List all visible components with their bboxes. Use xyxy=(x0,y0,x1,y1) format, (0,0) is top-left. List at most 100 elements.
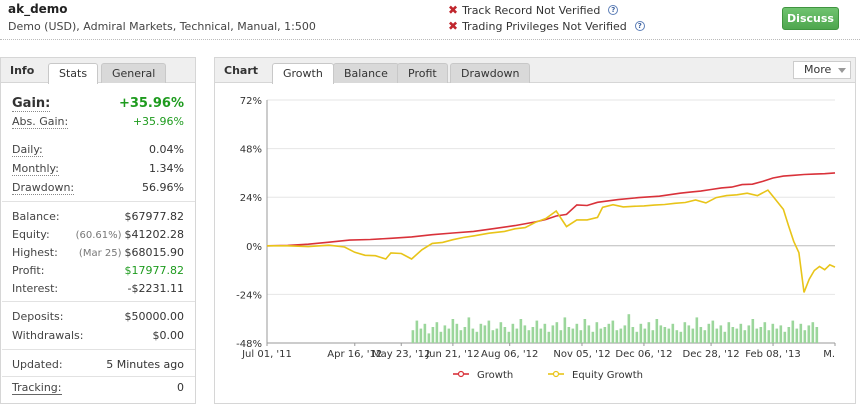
volume-bar xyxy=(571,328,575,343)
volume-bar xyxy=(727,322,731,343)
series-line xyxy=(266,172,836,247)
volume-bar xyxy=(811,322,815,343)
volume-bar xyxy=(527,330,531,343)
volume-bar xyxy=(499,322,503,343)
withdrawals-value: $0.00 xyxy=(152,329,185,342)
volume-bar xyxy=(447,328,451,343)
y-tick-label: 48% xyxy=(240,145,262,156)
volume-bar xyxy=(479,323,483,343)
daily-label[interactable]: Daily: xyxy=(12,143,43,157)
drawdown-row: Drawdown: 56.96% xyxy=(12,181,184,195)
interest-value: -$2231.11 xyxy=(127,282,184,295)
divider xyxy=(2,376,195,377)
volume-bar xyxy=(747,325,751,343)
volume-bar xyxy=(459,330,463,343)
volume-bar xyxy=(583,319,587,343)
volume-bar xyxy=(535,320,539,343)
divider xyxy=(2,301,195,302)
volume-bar xyxy=(563,317,567,343)
y-tick-label: -48% xyxy=(236,339,262,350)
daily-value: 0.04% xyxy=(149,143,184,156)
volume-bar xyxy=(771,323,775,343)
volume-bar xyxy=(635,331,639,343)
volume-bar xyxy=(691,328,695,343)
profit-value: $17977.82 xyxy=(124,264,185,277)
volume-bar xyxy=(731,327,735,343)
x-tick-label: Aug 06, '12 xyxy=(481,349,538,360)
chart-panel-header: Chart Growth Balance Profit Drawdown Mor… xyxy=(215,58,855,84)
volume-bar xyxy=(555,322,559,343)
y-tick-label: -24% xyxy=(236,290,262,301)
monthly-row: Monthly: 1.34% xyxy=(12,162,184,176)
legend-label: Equity Growth xyxy=(572,370,643,381)
volume-bar xyxy=(483,325,487,343)
divider xyxy=(2,201,195,202)
gain-label[interactable]: Gain: xyxy=(12,96,51,112)
x-tick-label: M. xyxy=(823,349,835,360)
tracking-link[interactable]: Tracking: xyxy=(12,381,62,395)
volume-bar xyxy=(707,323,711,343)
volume-bar xyxy=(463,327,467,343)
withdrawals-label: Withdrawals: xyxy=(12,329,84,342)
more-dropdown[interactable]: More xyxy=(793,61,851,79)
tab-growth[interactable]: Growth xyxy=(272,63,334,84)
volume-bar xyxy=(591,331,595,343)
abs-gain-label[interactable]: Abs. Gain: xyxy=(12,115,69,129)
error-x-icon: ✖ xyxy=(448,19,459,33)
more-label: More xyxy=(804,63,832,76)
volume-bar xyxy=(443,325,447,343)
x-tick-label: Dec 06, '12 xyxy=(615,349,672,360)
deposits-value: $50000.00 xyxy=(124,310,185,323)
tab-balance[interactable]: Balance xyxy=(333,63,399,83)
volume-bar xyxy=(655,319,659,343)
volume-bar xyxy=(431,327,435,343)
updated-row: Updated: 5 Minutes ago xyxy=(12,358,184,372)
track-record-text: Track Record Not Verified xyxy=(462,3,601,17)
volume-bar xyxy=(587,325,591,343)
highest-date: (Mar 25) xyxy=(78,248,122,259)
tab-drawdown[interactable]: Drawdown xyxy=(450,63,531,83)
profit-row: Profit: $17977.82 xyxy=(12,264,184,278)
gain-row: Gain: +35.96% xyxy=(12,96,184,112)
volume-bar xyxy=(795,328,799,343)
monthly-label[interactable]: Monthly: xyxy=(12,162,59,176)
monthly-value: 1.34% xyxy=(149,162,184,175)
tab-general[interactable]: General xyxy=(101,63,167,83)
legend-marker xyxy=(457,370,465,378)
tracking-row: Tracking: 0 xyxy=(12,381,184,395)
volume-bar xyxy=(667,328,671,343)
volume-bar xyxy=(755,328,759,343)
volume-bar xyxy=(627,314,631,343)
drawdown-label[interactable]: Drawdown: xyxy=(12,181,75,195)
track-record-status: ✖ Track Record Not Verified ? xyxy=(448,3,619,17)
abs-gain-row: Abs. Gain: +35.96% xyxy=(12,115,184,129)
equity-label: Equity: xyxy=(12,228,50,241)
interest-row: Interest: -$2231.11 xyxy=(12,282,184,296)
tab-profit[interactable]: Profit xyxy=(397,63,448,83)
volume-bar xyxy=(491,330,495,343)
header-divider xyxy=(0,39,860,40)
abs-gain-value: +35.96% xyxy=(132,115,184,128)
volume-bar xyxy=(815,327,819,343)
y-tick-label: 24% xyxy=(240,193,262,204)
balance-label: Balance: xyxy=(12,210,60,223)
tab-stats[interactable]: Stats xyxy=(48,63,99,84)
volume-bar xyxy=(735,328,739,343)
updated-label: Updated: xyxy=(12,358,63,371)
volume-bar xyxy=(595,322,599,343)
volume-bar xyxy=(511,323,515,343)
volume-bar xyxy=(683,322,687,343)
volume-bar xyxy=(531,327,535,343)
volume-bar xyxy=(455,323,459,343)
x-tick-label: Jun 21, '12 xyxy=(425,349,479,360)
series-line xyxy=(267,189,836,293)
volume-bar xyxy=(743,330,747,343)
y-tick-label: 0% xyxy=(246,242,262,253)
discuss-button[interactable]: Discuss xyxy=(782,7,839,30)
help-icon[interactable]: ? xyxy=(634,21,645,31)
deposits-label: Deposits: xyxy=(12,310,64,323)
volume-bar xyxy=(695,317,699,343)
daily-row: Daily: 0.04% xyxy=(12,143,184,157)
error-x-icon: ✖ xyxy=(448,3,459,17)
help-icon[interactable]: ? xyxy=(608,5,619,15)
